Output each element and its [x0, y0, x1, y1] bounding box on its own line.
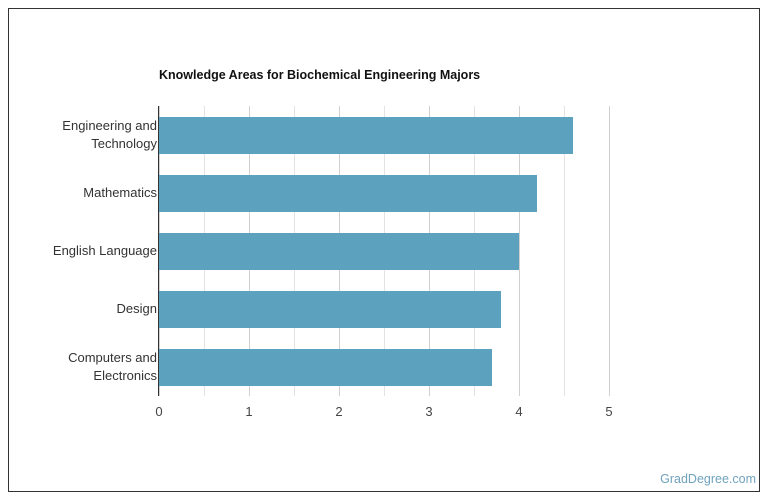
y-axis-label: Computers and Electronics — [17, 349, 157, 385]
y-axis-label-line: Electronics — [93, 368, 157, 383]
y-axis-label-line: Engineering and — [62, 118, 157, 133]
x-axis-tick: 0 — [155, 404, 163, 419]
y-axis-label-line: Technology — [91, 136, 157, 151]
y-axis-label: Engineering and Technology — [17, 117, 157, 153]
y-axis-line — [158, 106, 159, 396]
y-axis-label: Mathematics — [17, 184, 157, 202]
y-axis-label-line: Computers and — [68, 350, 157, 365]
y-axis-label-line: Design — [116, 301, 157, 316]
bar[interactable] — [159, 117, 573, 154]
y-axis-label: Design — [17, 300, 157, 318]
bar[interactable] — [159, 233, 519, 270]
gridline — [519, 106, 520, 396]
y-axis-label-line: English Language — [52, 243, 157, 258]
source-credit[interactable]: GradDegree.com — [660, 472, 756, 486]
x-axis-tick: 4 — [515, 404, 523, 419]
bar[interactable] — [159, 349, 492, 386]
chart-title: Knowledge Areas for Biochemical Engineer… — [159, 68, 481, 82]
x-axis-tick: 2 — [335, 404, 343, 419]
x-axis-tick: 5 — [605, 404, 613, 419]
bar[interactable] — [159, 291, 501, 328]
y-axis-label-line: Mathematics — [83, 185, 157, 200]
y-axis-label: English Language — [17, 242, 157, 260]
x-axis-tick: 1 — [245, 404, 253, 419]
x-axis-tick: 3 — [425, 404, 433, 419]
gridline — [609, 106, 610, 396]
bar[interactable] — [159, 175, 537, 212]
gridline — [564, 106, 565, 396]
